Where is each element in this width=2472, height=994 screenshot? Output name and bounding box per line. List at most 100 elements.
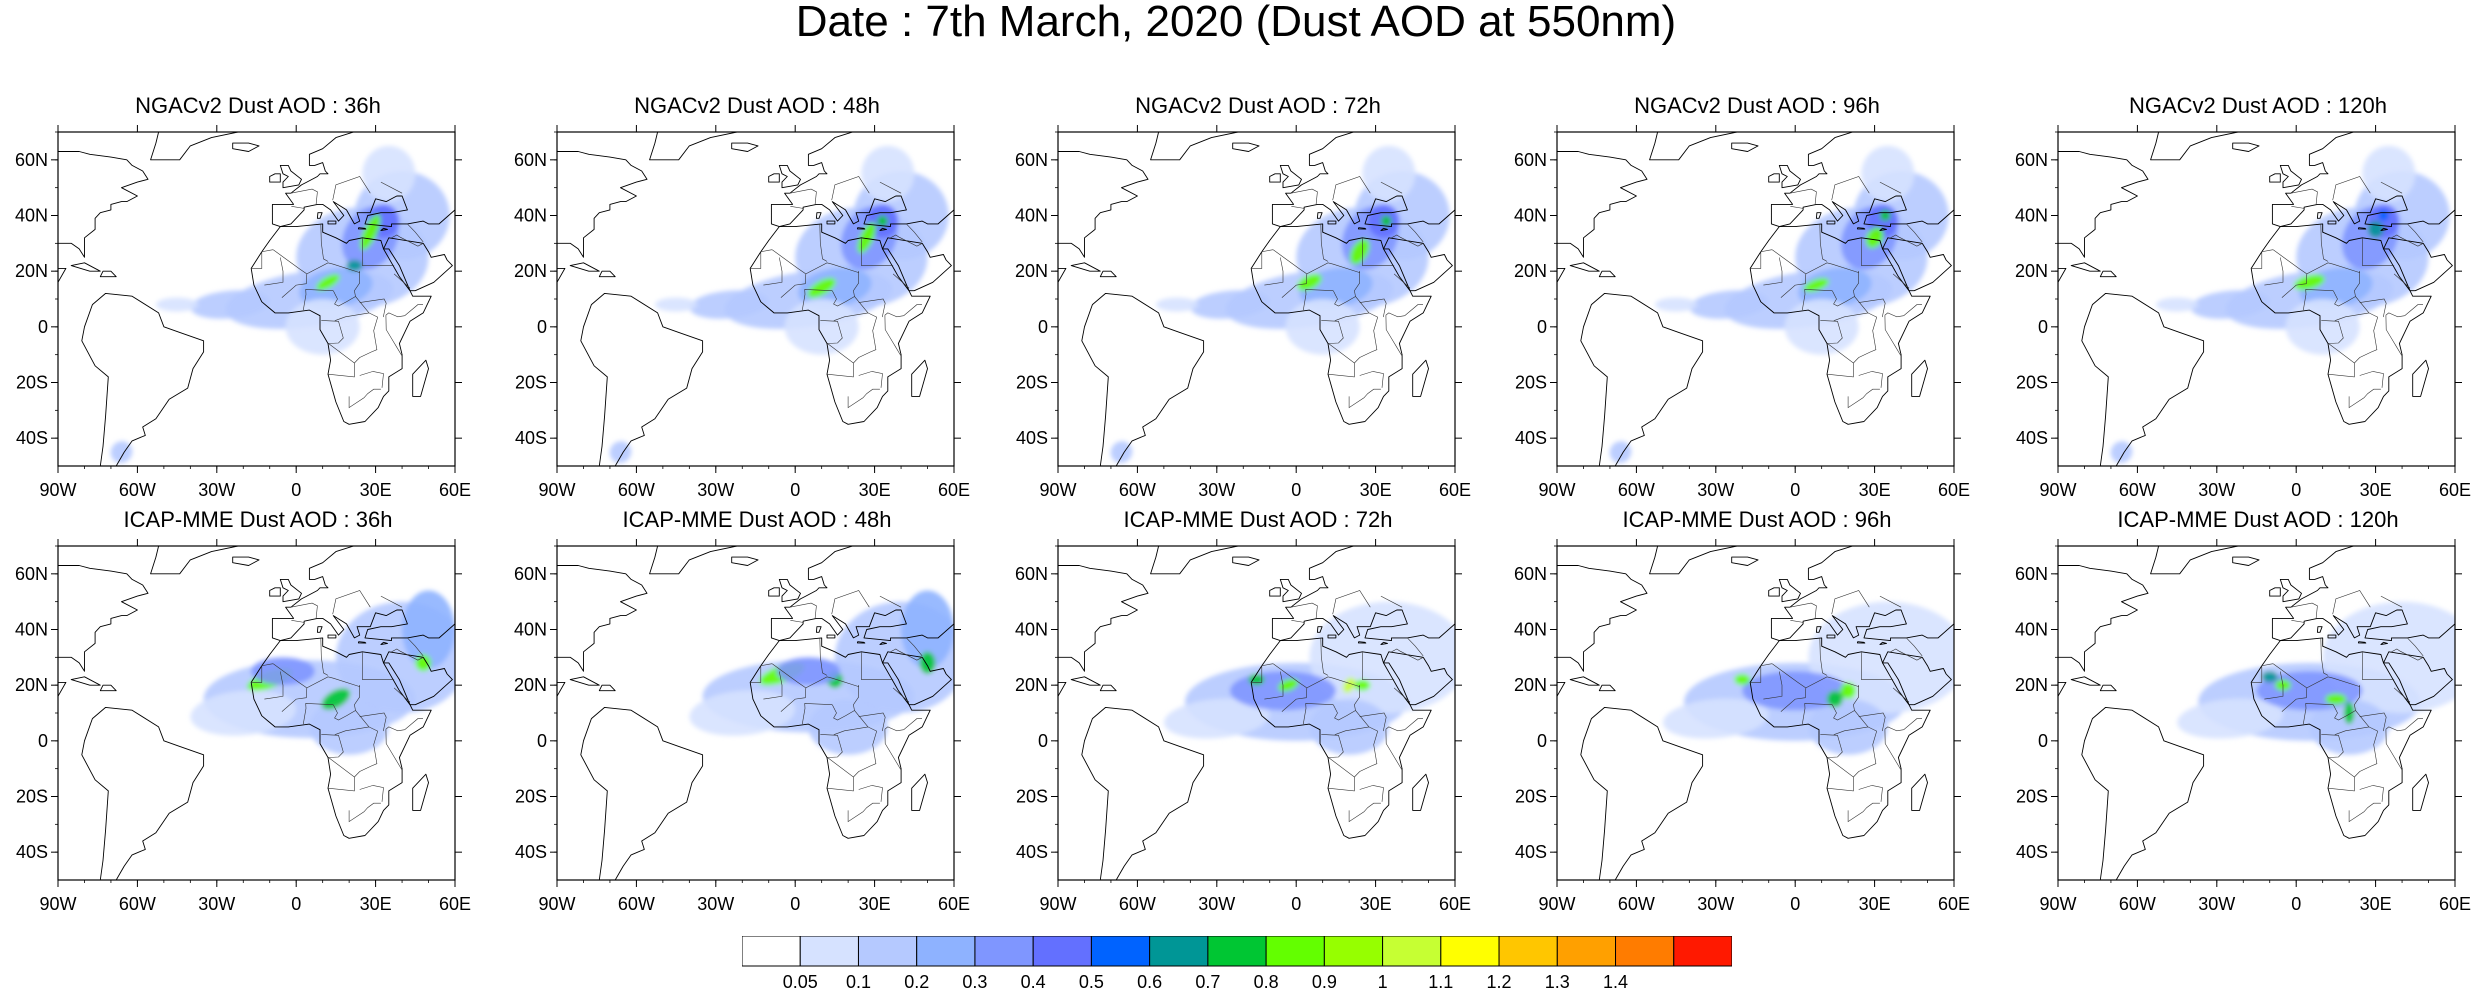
dust-plume	[877, 215, 888, 227]
panel-title: ICAP-MME Dust AOD : 72h	[1123, 507, 1393, 532]
coastline-great-britain	[1279, 164, 1302, 189]
dust-plume	[1734, 674, 1751, 686]
border-line	[1858, 712, 1886, 732]
coastline-sardinia	[815, 626, 822, 633]
coastline-north-america	[58, 151, 149, 283]
colorbar-label: 1.3	[1545, 972, 1570, 992]
border-line	[1290, 602, 1318, 619]
border-line	[820, 734, 843, 758]
border-line	[1291, 206, 1305, 209]
country-borders	[251, 176, 424, 409]
map-area	[1058, 132, 1455, 466]
coastline-greenland	[649, 546, 738, 575]
map-plot: 90W 60W 30W 0 30E 60E 60N 40N 20N 0 20S 40S	[15, 539, 471, 914]
border-line	[1359, 298, 1387, 318]
coastline-hispaniola	[99, 270, 117, 278]
x-tick-label: 30W	[2198, 480, 2235, 500]
map-plot: 90W 60W 30W 0 30E 60E 60N 40N 20N 0 20S 40S	[1514, 539, 1970, 914]
border-line	[2320, 637, 2329, 676]
coastline-cuba	[1569, 262, 1600, 272]
border-line	[1833, 312, 1877, 321]
y-tick-label: 20S	[16, 787, 48, 807]
coastline-great-britain	[1778, 578, 1801, 603]
border-line	[1879, 181, 1902, 194]
border-line	[772, 249, 806, 275]
border-line	[1320, 637, 1329, 676]
coastline-cuba	[1569, 676, 1600, 686]
border-line	[407, 637, 424, 657]
border-line	[385, 729, 403, 771]
dust-plume	[2293, 274, 2325, 291]
coastlines	[1058, 132, 1455, 466]
map-panel: ICAP-MME Dust AOD : 48h 90W 60W 30W 0 30E 60E 6…	[514, 506, 997, 914]
axis-ticks: 90W 60W 30W 0 30E 60E 60N 40N 20N 0 20S 40S	[514, 125, 970, 500]
coastline-cuba	[1070, 262, 1101, 272]
border-line	[291, 620, 305, 623]
map-area	[58, 132, 455, 466]
coastline-cuba	[70, 262, 101, 272]
y-tick-label: 0	[1537, 731, 1547, 751]
coastline-hispaniola	[1099, 684, 1117, 692]
colorbar-box	[1615, 936, 1675, 967]
y-tick-label: 40N	[2015, 620, 2048, 640]
map-plot: 90W 60W 30W 0 30E 60E 60N 40N 20N 0 20S 40S	[514, 539, 970, 914]
dust-plume	[309, 699, 389, 755]
colorbar-label: 0.4	[1021, 972, 1046, 992]
coastline-madagascar	[911, 359, 928, 397]
x-tick-label: 60W	[1618, 480, 1655, 500]
coastline-great-britain	[778, 164, 801, 189]
border-line	[832, 290, 855, 307]
y-tick-label: 40S	[1016, 842, 1048, 862]
dust-plume	[1861, 145, 1915, 202]
x-tick-label: 30E	[360, 480, 392, 500]
y-tick-label: 0	[2038, 731, 2048, 751]
colorbar-label: 0.7	[1195, 972, 1220, 992]
axis-ticks: 90W 60W 30W 0 30E 60E 60N 40N 20N 0 20S 40S	[2015, 539, 2471, 914]
border-line	[1273, 249, 1307, 275]
coastline-north-america	[1058, 565, 1149, 697]
dust-plume	[190, 690, 297, 736]
dust-plume	[2378, 209, 2389, 222]
coastline-africa	[250, 223, 432, 425]
border-line	[1802, 703, 1833, 725]
x-tick-label: 0	[790, 894, 800, 914]
x-tick-label: 0	[291, 480, 301, 500]
x-tick-label: 0	[2291, 480, 2301, 500]
border-line	[2393, 687, 2411, 703]
border-line	[332, 590, 371, 615]
coastline-great-britain	[2279, 578, 2302, 603]
dust-plume	[2110, 441, 2133, 463]
coastline-cyprus	[1879, 641, 1887, 645]
border-line	[1858, 298, 1886, 318]
dust-aod-field	[2110, 145, 2450, 463]
border-line	[2273, 663, 2307, 689]
y-tick-label: 60N	[15, 564, 48, 584]
border-line	[879, 595, 902, 608]
border-line	[826, 343, 854, 378]
border-line	[359, 712, 387, 732]
border-line	[2333, 290, 2356, 307]
x-tick-label: 30E	[859, 894, 891, 914]
border-line	[251, 663, 274, 683]
coastline-crete	[1357, 641, 1367, 644]
coastline-cyprus	[879, 641, 887, 645]
map-panel: ICAP-MME Dust AOD : 72h 90W 60W 30W 0 30E 60E 6…	[1015, 506, 1498, 914]
coastline-iceland	[2232, 556, 2260, 566]
border-line	[1281, 687, 1308, 712]
y-tick-label: 0	[537, 731, 547, 751]
map-panel: NGACv2 Dust AOD : 72h 90W 60W 30W 0 30E 60E 60N…	[1015, 92, 1498, 500]
y-tick-label: 60N	[2015, 564, 2048, 584]
border-line	[2264, 671, 2284, 700]
dust-plume	[1342, 677, 1356, 693]
border-line	[2362, 238, 2395, 266]
border-line	[2354, 317, 2378, 364]
map-area	[1058, 546, 1455, 880]
coastline-hispaniola	[2099, 684, 2117, 692]
dust-plume	[857, 222, 876, 254]
coastline-cyprus	[2380, 641, 2388, 645]
y-tick-label: 40N	[1015, 620, 1048, 640]
y-tick-label: 0	[38, 317, 48, 337]
border-line	[327, 757, 355, 792]
coastline-madagascar	[2412, 773, 2429, 811]
dust-plume	[1155, 297, 1199, 312]
